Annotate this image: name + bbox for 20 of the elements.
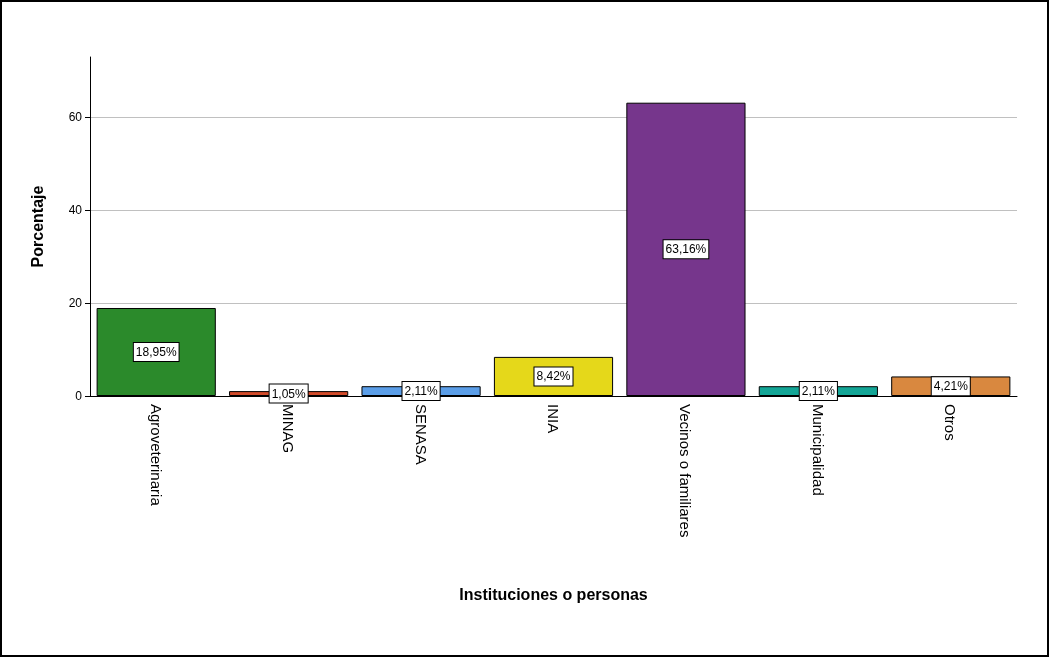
x-tick-label: Otros bbox=[942, 404, 960, 441]
x-tick-label: Agroveterinaria bbox=[147, 404, 165, 507]
x-axis-title: Instituciones o personas bbox=[459, 585, 648, 603]
data-label: 2,11% bbox=[404, 384, 438, 399]
x-tick-label: INIA bbox=[545, 404, 562, 434]
data-label: 8,42% bbox=[536, 369, 571, 384]
data-label: 2,11% bbox=[801, 384, 836, 399]
data-label: 1,05% bbox=[271, 386, 306, 401]
data-label: 18,95% bbox=[135, 345, 177, 359]
x-tick-label: Municipalidad bbox=[809, 404, 827, 496]
data-label: 4,21% bbox=[933, 379, 969, 394]
y-tick-label: 0 bbox=[75, 389, 83, 403]
x-tick-label: SENASA bbox=[412, 404, 430, 465]
y-tick-label: 60 bbox=[68, 110, 83, 125]
y-tick-label: 40 bbox=[68, 203, 83, 218]
y-tick-label: 20 bbox=[68, 296, 83, 311]
x-tick-label: Vecinos o familiares bbox=[677, 404, 695, 538]
x-tick-label: MINAG bbox=[280, 404, 298, 454]
y-axis-title: Porcentaje bbox=[28, 185, 46, 268]
data-label: 63,16% bbox=[665, 242, 707, 257]
